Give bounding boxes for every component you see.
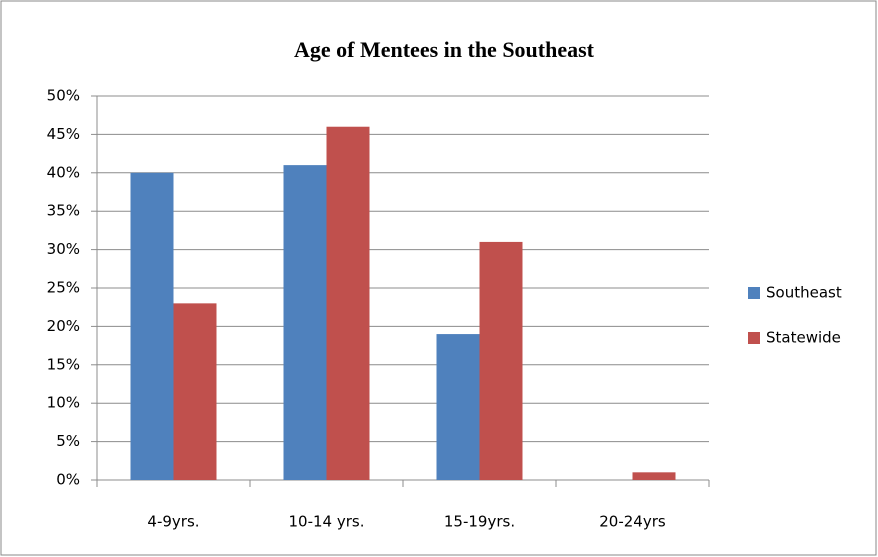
x-tick-label: 10-14 yrs.	[289, 513, 365, 531]
y-tick-label: 50%	[47, 87, 80, 105]
x-tick-label: 15-19yrs.	[444, 513, 515, 531]
y-tick-label: 35%	[47, 202, 80, 220]
bar	[283, 165, 327, 480]
y-tick-label: 40%	[47, 163, 80, 181]
y-tick-label: 5%	[56, 432, 80, 450]
x-tick-label: 4-9yrs.	[147, 513, 199, 531]
y-tick-label: 30%	[47, 240, 80, 258]
legend-swatch	[748, 332, 760, 344]
y-tick-label: 20%	[47, 317, 80, 335]
y-tick-label: 15%	[47, 355, 80, 373]
y-tick-label: 0%	[56, 471, 80, 489]
x-tick-label: 20-24yrs	[599, 513, 666, 531]
bar	[479, 241, 523, 480]
bar	[173, 303, 217, 480]
y-tick-label: 25%	[47, 279, 80, 297]
bar	[436, 334, 480, 480]
bar	[632, 472, 676, 480]
bar	[326, 126, 370, 480]
legend-swatch	[748, 287, 760, 299]
bar	[130, 172, 174, 481]
y-tick-label: 10%	[47, 394, 80, 412]
legend-label: Statewide	[766, 329, 841, 347]
chart-title: Age of Mentees in the Southeast	[294, 37, 595, 62]
y-tick-label: 45%	[47, 125, 80, 143]
legend-label: Southeast	[766, 284, 842, 302]
